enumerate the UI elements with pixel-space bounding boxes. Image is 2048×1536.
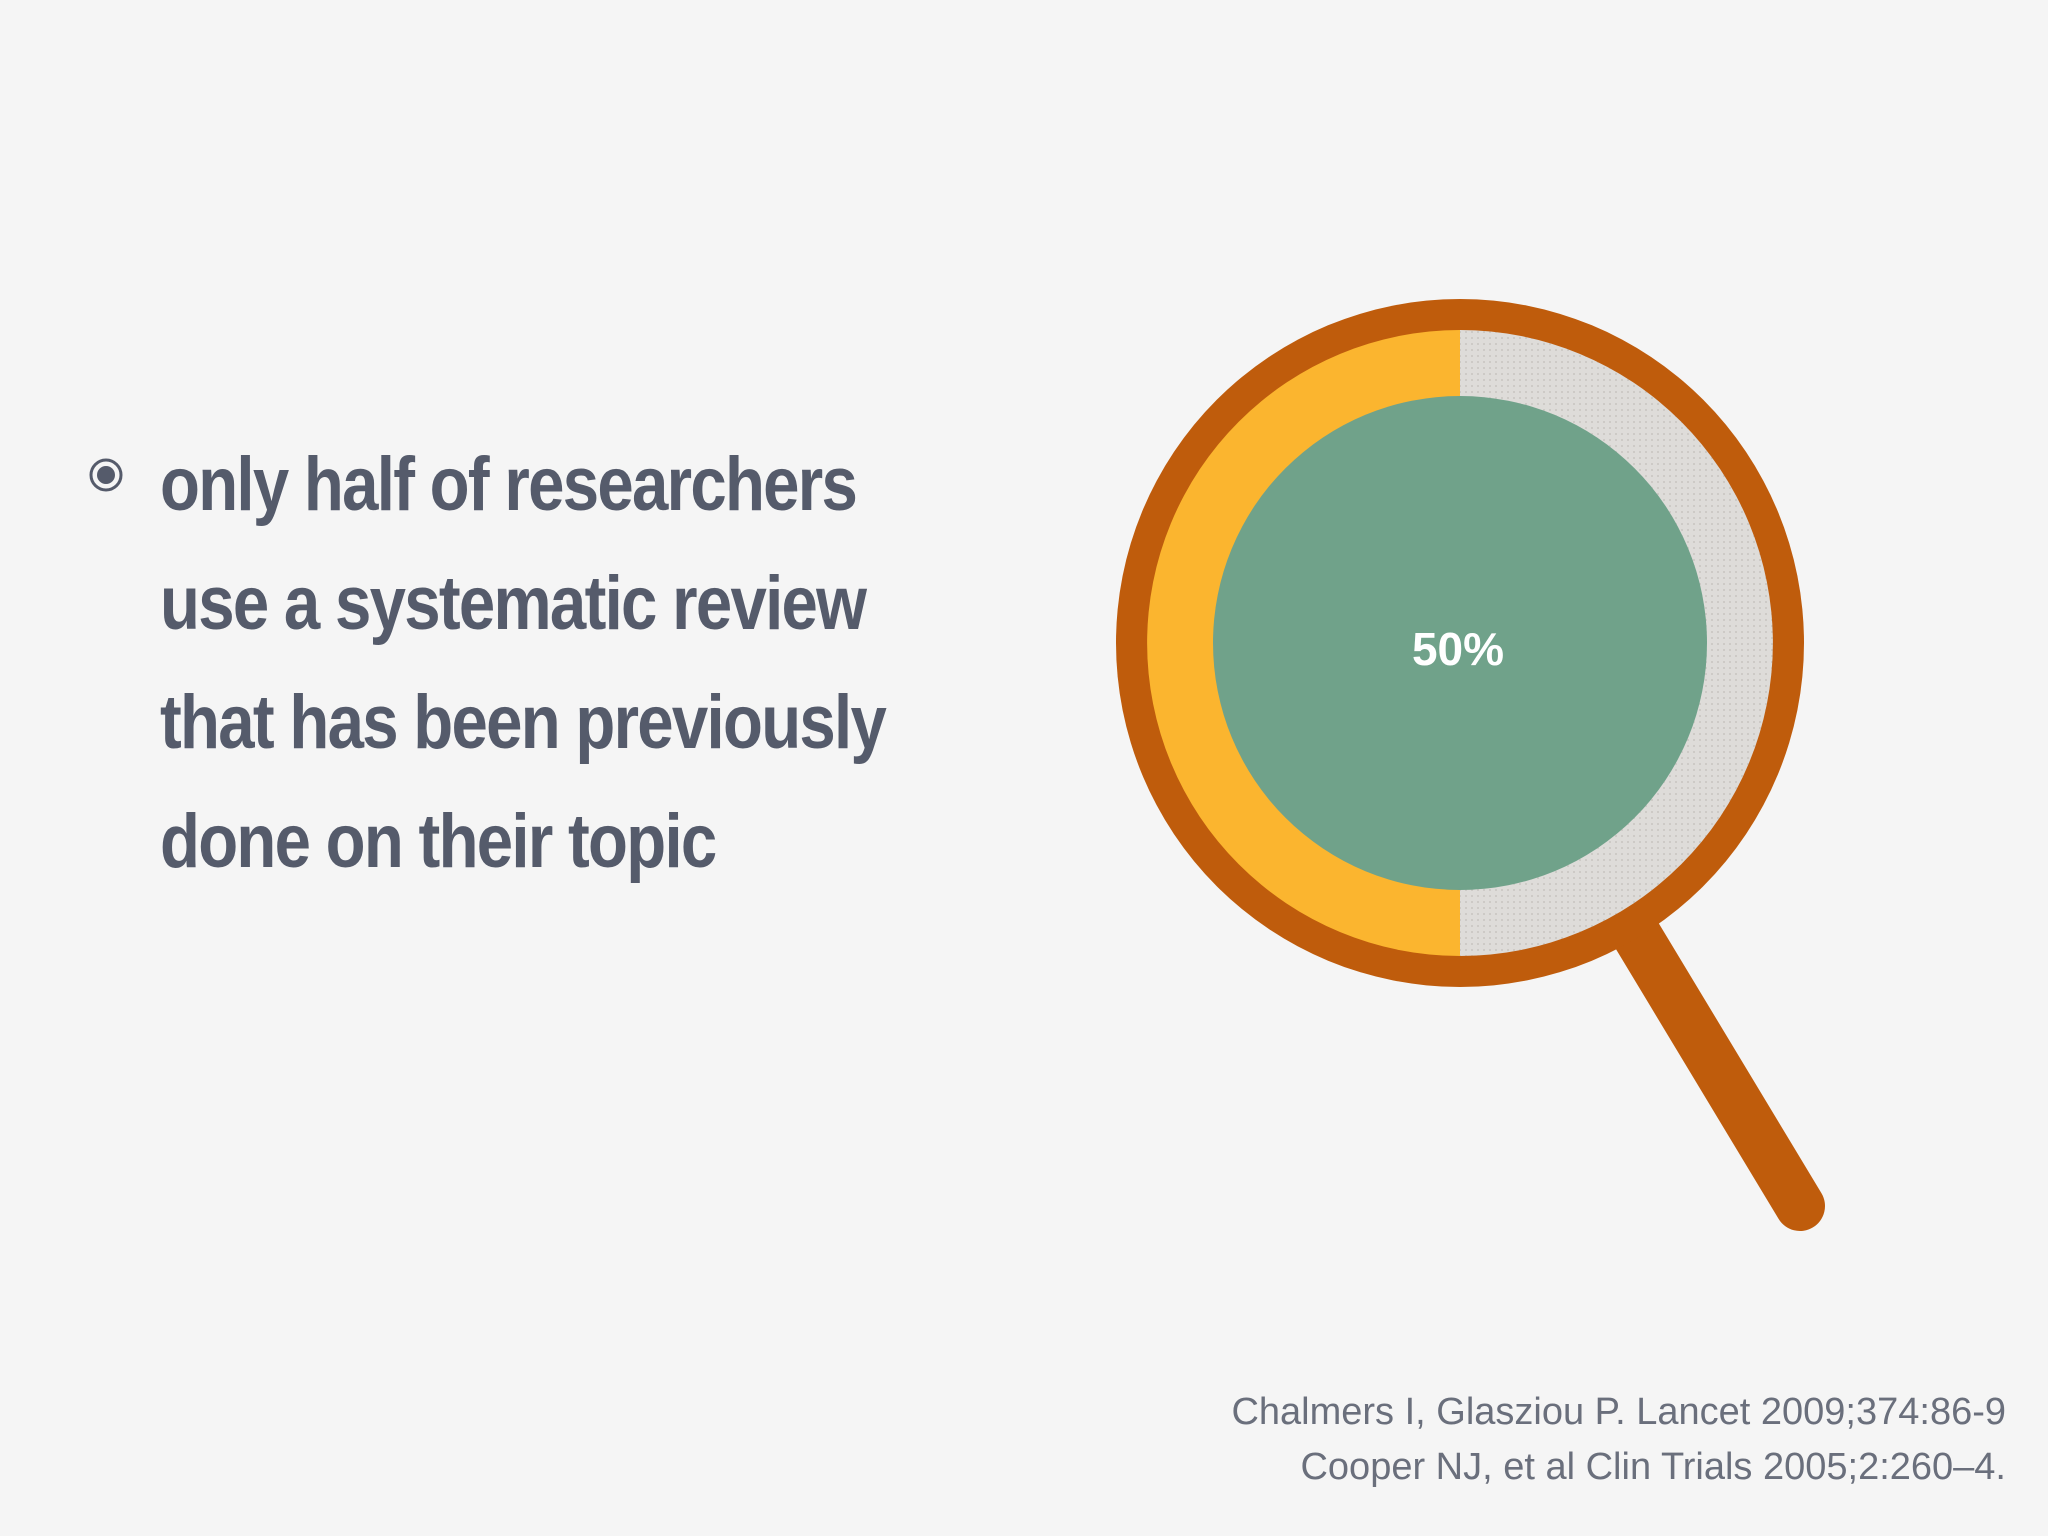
radio-bullet-icon [89,458,123,492]
bullet-item: only half of researchers use a systemati… [88,425,887,901]
bullet-text: only half of researchers use a systemati… [160,442,887,884]
citation-line: Cooper NJ, et al Clin Trials 2005;2:260–… [1300,1446,2006,1488]
citations: Chalmers I, Glasziou P. Lancet 2009;374:… [1231,1385,2006,1495]
citation-line: Chalmers I, Glasziou P. Lancet 2009;374:… [1231,1391,2006,1433]
center-percent-label: 50% [1412,623,1504,675]
magnifier-handle [1608,904,1825,1231]
pie-center [1213,396,1707,890]
